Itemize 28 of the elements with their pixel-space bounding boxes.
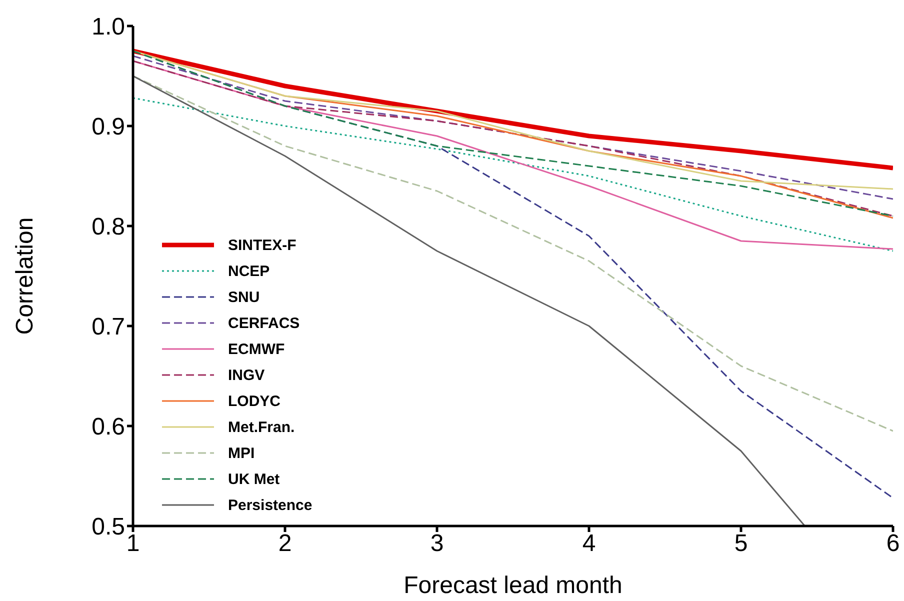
y-tick-label: 1.0 (92, 14, 125, 41)
y-tick-label: 0.5 (92, 514, 125, 541)
x-tick-label: 1 (126, 530, 140, 558)
x-tick-label: 6 (886, 530, 900, 558)
legend-label: SNU (228, 288, 260, 306)
y-axis-title: Correlation (12, 217, 39, 335)
legend-label: SINTEX-F (228, 236, 296, 254)
legend-label: Met.Fran. (228, 418, 295, 436)
x-tick-label: 2 (278, 530, 292, 558)
legend-label: CERFACS (228, 314, 300, 332)
legend-label: UK Met (228, 470, 280, 488)
x-tick-label: 4 (582, 530, 596, 558)
line-series (133, 97, 893, 252)
y-tick-label: 0.6 (92, 414, 125, 441)
legend-label: NCEP (228, 262, 270, 280)
x-tick-label: 5 (734, 530, 748, 558)
line-series (133, 75, 893, 432)
line-series (133, 75, 806, 526)
y-tick-label: 0.8 (92, 214, 125, 241)
x-tick-label: 3 (430, 530, 444, 558)
legend-label: INGV (228, 366, 265, 384)
legend-label: Persistence (228, 496, 312, 514)
legend-label: MPI (228, 444, 255, 462)
legend-label: LODYC (228, 392, 280, 410)
legend-label: ECMWF (228, 340, 285, 358)
y-tick-label: 0.9 (92, 114, 125, 141)
y-tick-label: 0.7 (92, 314, 125, 341)
x-axis-title: Forecast lead month (404, 572, 622, 599)
